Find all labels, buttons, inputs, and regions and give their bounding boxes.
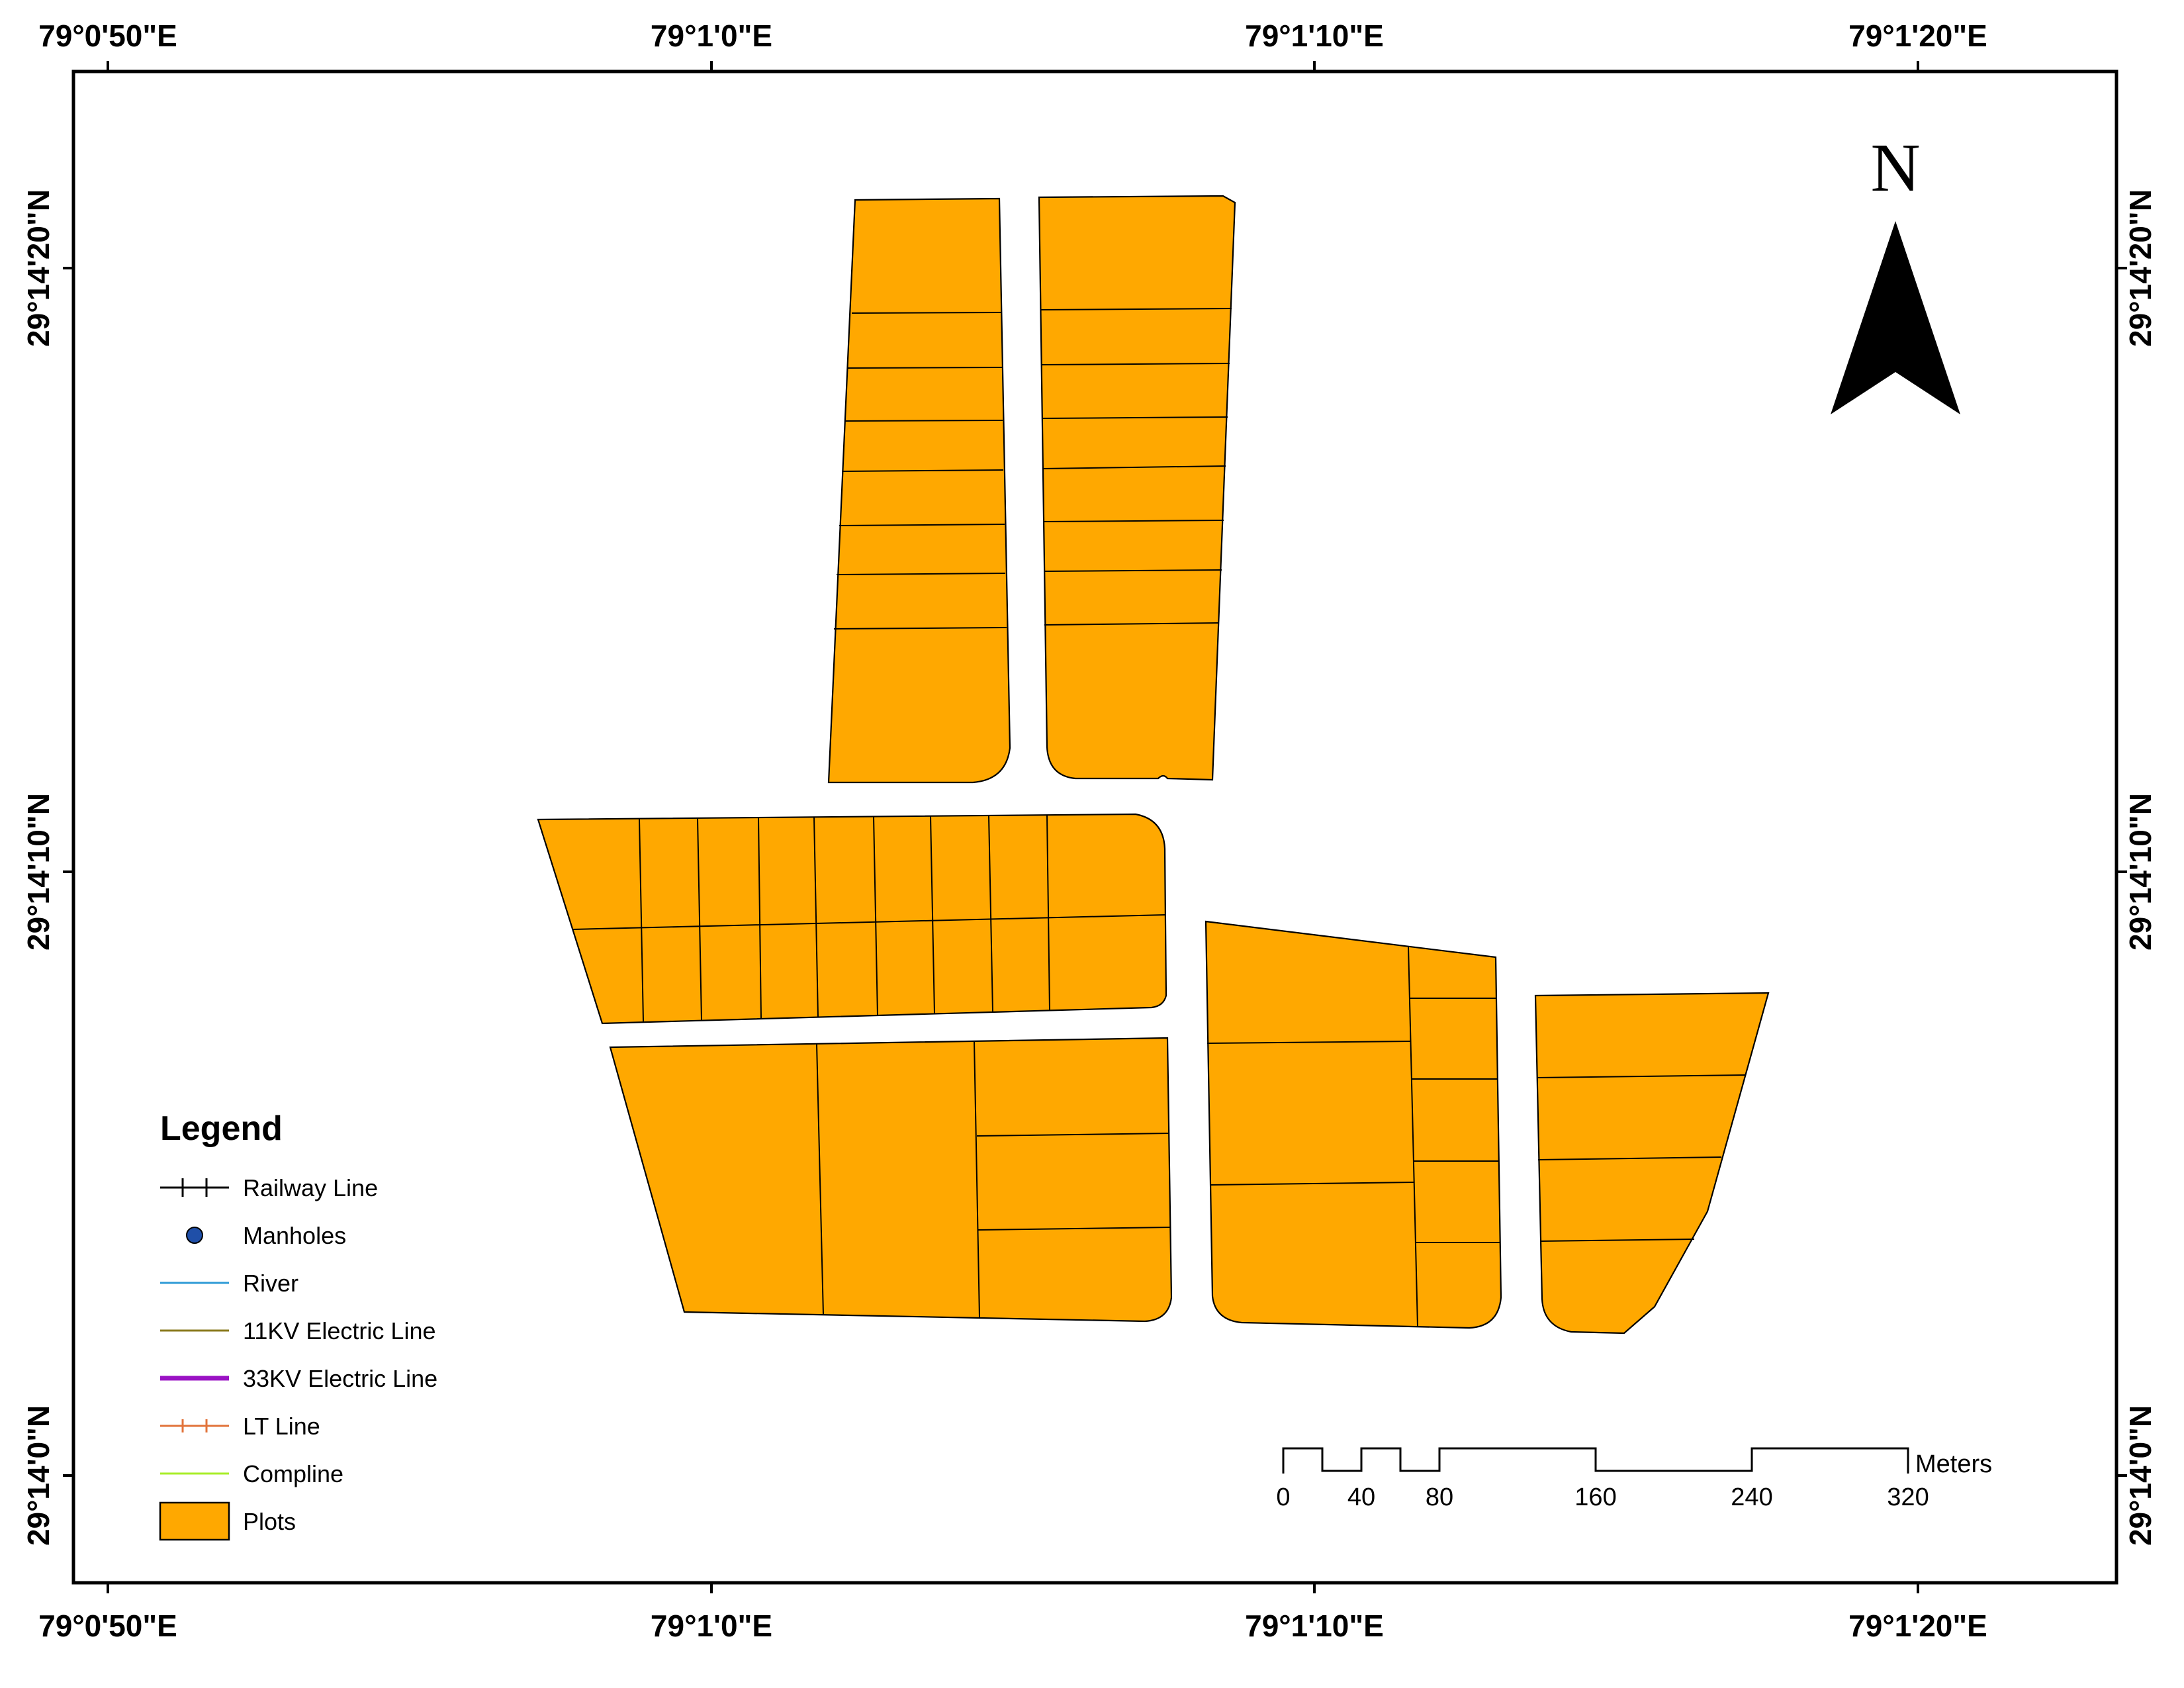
legend-label-11kv: 11KV Electric Line <box>243 1317 435 1344</box>
legend-label-railway: Railway Line <box>243 1174 378 1201</box>
scale-bar: Meters 0 40 80 160 240 320 <box>1276 1447 1992 1511</box>
scale-tick-0: 0 <box>1276 1483 1290 1511</box>
plot-block-f <box>1534 992 1770 1335</box>
legend-item-compline: Compline <box>160 1460 343 1487</box>
lat-label-right-2: 29°14'10"N <box>2123 793 2158 951</box>
north-arrow-icon <box>1831 221 1960 414</box>
legend: Legend Railway Line Manholes River 11KV … <box>159 1109 437 1541</box>
lt-line-icon <box>160 1419 229 1432</box>
plot-block-e-outline[interactable] <box>1205 920 1502 1329</box>
lon-label-bottom-2: 79°1'0"E <box>651 1609 772 1643</box>
legend-title: Legend <box>160 1109 283 1148</box>
scale-tick-80: 80 <box>1426 1483 1453 1511</box>
scale-tick-160: 160 <box>1574 1483 1616 1511</box>
legend-label-manholes: Manholes <box>243 1222 346 1249</box>
lat-label-left-3: 29°14'0"N <box>21 1405 56 1546</box>
legend-item-plots: Plots <box>159 1501 296 1541</box>
lon-label-bottom-1: 79°0'50"E <box>38 1609 177 1643</box>
scale-bar-graphic <box>1282 1447 1909 1474</box>
legend-label-compline: Compline <box>243 1460 343 1487</box>
plots-layer <box>537 195 1770 1335</box>
plot-block-d <box>609 1037 1173 1323</box>
plot-block-c-outline[interactable] <box>537 813 1167 1025</box>
legend-label-lt-line: LT Line <box>243 1413 320 1440</box>
legend-item-lt-line: LT Line <box>160 1413 320 1440</box>
scale-tick-320: 320 <box>1887 1483 1929 1511</box>
lat-label-right-1: 29°14'20"N <box>2123 189 2158 347</box>
plot-block-b <box>1038 195 1236 781</box>
lon-label-top-3: 79°1'10"E <box>1245 19 1384 53</box>
lat-label-right-3: 29°14'0"N <box>2123 1405 2158 1546</box>
lat-label-left-1: 29°14'20"N <box>21 189 56 347</box>
legend-item-river: River <box>160 1270 298 1297</box>
plot-block-e <box>1205 920 1502 1329</box>
railway-line-icon <box>160 1178 229 1197</box>
lon-label-top-4: 79°1'20"E <box>1848 19 1987 53</box>
plot-block-a-outline[interactable] <box>827 197 1011 784</box>
north-arrow-label: N <box>1870 130 1920 206</box>
north-arrow: N <box>1831 130 1960 414</box>
manhole-point-icon <box>186 1227 203 1244</box>
graticule-ticks <box>63 61 2127 1593</box>
plot-block-d-outline[interactable] <box>609 1037 1173 1323</box>
plot-block-f-outline[interactable] <box>1534 992 1770 1335</box>
scale-unit-label: Meters <box>1915 1450 1992 1478</box>
plots-polygon-icon <box>159 1501 230 1541</box>
plot-block-c <box>537 813 1167 1025</box>
legend-item-manholes: Manholes <box>186 1222 346 1249</box>
legend-item-33kv: 33KV Electric Line <box>160 1365 437 1392</box>
lon-label-top-2: 79°1'0"E <box>651 19 772 53</box>
scale-tick-240: 240 <box>1731 1483 1772 1511</box>
legend-label-river: River <box>243 1270 298 1297</box>
legend-label-33kv: 33KV Electric Line <box>243 1365 437 1392</box>
legend-label-plots: Plots <box>243 1508 296 1535</box>
legend-item-railway: Railway Line <box>160 1174 378 1201</box>
legend-item-11kv: 11KV Electric Line <box>160 1317 435 1344</box>
plot-block-a <box>827 197 1011 784</box>
lat-label-left-2: 29°14'10"N <box>21 793 56 951</box>
lon-label-top-1: 79°0'50"E <box>38 19 177 53</box>
plot-block-b-outline[interactable] <box>1038 195 1236 781</box>
lon-label-bottom-3: 79°1'10"E <box>1245 1609 1384 1643</box>
lon-label-bottom-4: 79°1'20"E <box>1848 1609 1987 1643</box>
scale-tick-40: 40 <box>1347 1483 1375 1511</box>
